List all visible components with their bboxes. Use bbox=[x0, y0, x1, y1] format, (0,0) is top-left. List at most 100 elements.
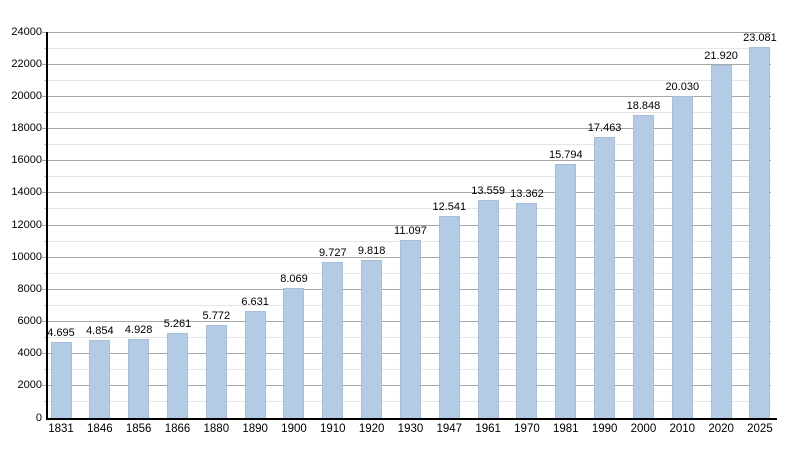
gridline-major bbox=[47, 224, 771, 226]
y-axis-tick bbox=[41, 31, 48, 33]
bar-value-label: 15.794 bbox=[548, 148, 583, 161]
bar-1981 bbox=[555, 163, 577, 418]
bar-value-label: 9.818 bbox=[357, 245, 386, 258]
y-axis-label: 10000 bbox=[11, 250, 42, 263]
bar-1866 bbox=[166, 333, 188, 418]
bar-1990 bbox=[594, 137, 616, 418]
y-axis-tick bbox=[41, 63, 48, 65]
bar-1961 bbox=[477, 199, 499, 418]
bar-value-label: 20.030 bbox=[665, 80, 700, 93]
y-axis-tick bbox=[41, 288, 48, 290]
y-axis-tick bbox=[43, 111, 48, 113]
bar-value-label: 23.081 bbox=[743, 31, 777, 44]
bar-2010 bbox=[671, 95, 693, 418]
y-axis-tick bbox=[41, 160, 48, 162]
y-axis-tick bbox=[41, 224, 48, 226]
bar-value-label: 18.848 bbox=[626, 99, 661, 112]
bar-value-label: 17.463 bbox=[587, 122, 622, 135]
y-axis-tick bbox=[43, 79, 48, 81]
bar-1900 bbox=[283, 288, 305, 418]
bar-1910 bbox=[322, 261, 344, 418]
y-axis-tick bbox=[41, 192, 48, 194]
bar-1856 bbox=[128, 338, 150, 418]
y-axis-tick bbox=[43, 272, 48, 274]
y-axis-tick bbox=[41, 353, 48, 355]
y-axis-label: 0 bbox=[35, 411, 42, 424]
x-axis-label: 1990 bbox=[591, 423, 618, 435]
y-axis-label: 8000 bbox=[17, 282, 42, 295]
x-axis-label: 1930 bbox=[397, 423, 424, 435]
y-axis-tick bbox=[43, 401, 48, 403]
x-axis-label: 2000 bbox=[630, 423, 657, 435]
gridline-minor bbox=[47, 176, 771, 178]
bar-2020 bbox=[710, 65, 732, 418]
gridline-major bbox=[47, 95, 771, 97]
y-axis-label: 20000 bbox=[11, 89, 42, 102]
bar-value-label: 12.541 bbox=[432, 201, 467, 214]
y-axis-label: 18000 bbox=[11, 122, 42, 134]
y-axis-label: 22000 bbox=[11, 57, 42, 70]
y-axis-tick bbox=[41, 385, 48, 387]
x-axis-label: 2020 bbox=[708, 423, 734, 435]
gridline-minor bbox=[47, 208, 771, 210]
y-axis-tick bbox=[41, 95, 48, 97]
y-axis-tick bbox=[41, 128, 48, 129]
y-axis-line bbox=[46, 32, 48, 418]
x-axis-label: 1900 bbox=[281, 423, 307, 435]
bar-value-label: 6.631 bbox=[241, 296, 269, 309]
y-axis-label: 16000 bbox=[11, 154, 42, 167]
y-axis-label: 2000 bbox=[17, 379, 42, 392]
y-axis-label: 4000 bbox=[17, 347, 42, 360]
y-axis-label: 12000 bbox=[11, 218, 42, 231]
gridline-major bbox=[47, 128, 771, 129]
bar-value-label: 21.920 bbox=[704, 50, 738, 63]
gridline-major bbox=[47, 31, 771, 33]
y-axis-tick bbox=[43, 47, 48, 49]
gridline-minor bbox=[47, 111, 771, 113]
x-axis-label: 1846 bbox=[87, 423, 113, 435]
x-axis-label: 2010 bbox=[669, 423, 696, 435]
y-axis-tick bbox=[41, 256, 48, 258]
x-axis-label: 1890 bbox=[242, 423, 268, 435]
y-axis-label: 24000 bbox=[11, 25, 42, 38]
bar-value-label: 4.928 bbox=[124, 323, 153, 336]
x-axis-label: 1831 bbox=[48, 423, 74, 435]
bar-value-label: 5.772 bbox=[202, 310, 231, 323]
bar-1880 bbox=[205, 325, 227, 418]
y-axis-tick bbox=[43, 144, 48, 146]
x-axis-label: 1866 bbox=[164, 423, 191, 435]
bar-1846 bbox=[89, 339, 111, 418]
y-axis-label: 6000 bbox=[17, 315, 42, 327]
y-axis-tick bbox=[43, 176, 48, 178]
bar-1920 bbox=[361, 260, 383, 418]
y-axis-tick bbox=[43, 208, 48, 210]
bar-value-label: 5.261 bbox=[163, 318, 192, 331]
bar-1831 bbox=[50, 342, 72, 418]
bar-1947 bbox=[438, 216, 460, 418]
x-axis-label: 2025 bbox=[747, 423, 773, 435]
x-axis-label: 1970 bbox=[514, 423, 540, 435]
x-axis-label: 1947 bbox=[436, 423, 463, 435]
gridline-major bbox=[47, 63, 771, 65]
gridline-minor bbox=[47, 79, 771, 81]
x-axis-label: 1880 bbox=[203, 423, 230, 435]
y-axis-label: 14000 bbox=[11, 186, 42, 199]
x-axis-label: 1920 bbox=[358, 423, 385, 435]
bar-value-label: 8.069 bbox=[280, 273, 308, 286]
x-axis-label: 1961 bbox=[475, 423, 501, 435]
x-axis-label: 1981 bbox=[552, 423, 579, 435]
gridline-minor bbox=[47, 144, 771, 146]
bar-2025 bbox=[749, 46, 771, 418]
bar-value-label: 4.854 bbox=[86, 324, 114, 337]
y-axis-tick bbox=[43, 240, 48, 242]
bar-value-label: 11.097 bbox=[394, 224, 427, 237]
bar-value-label: 13.559 bbox=[471, 184, 505, 197]
gridline-minor bbox=[47, 47, 771, 49]
x-axis-line bbox=[46, 418, 777, 420]
bar-2000 bbox=[632, 114, 654, 418]
bar-1890 bbox=[244, 311, 266, 418]
bar-1930 bbox=[399, 239, 421, 418]
bar-value-label: 13.362 bbox=[510, 188, 544, 201]
bar-1970 bbox=[516, 203, 538, 418]
